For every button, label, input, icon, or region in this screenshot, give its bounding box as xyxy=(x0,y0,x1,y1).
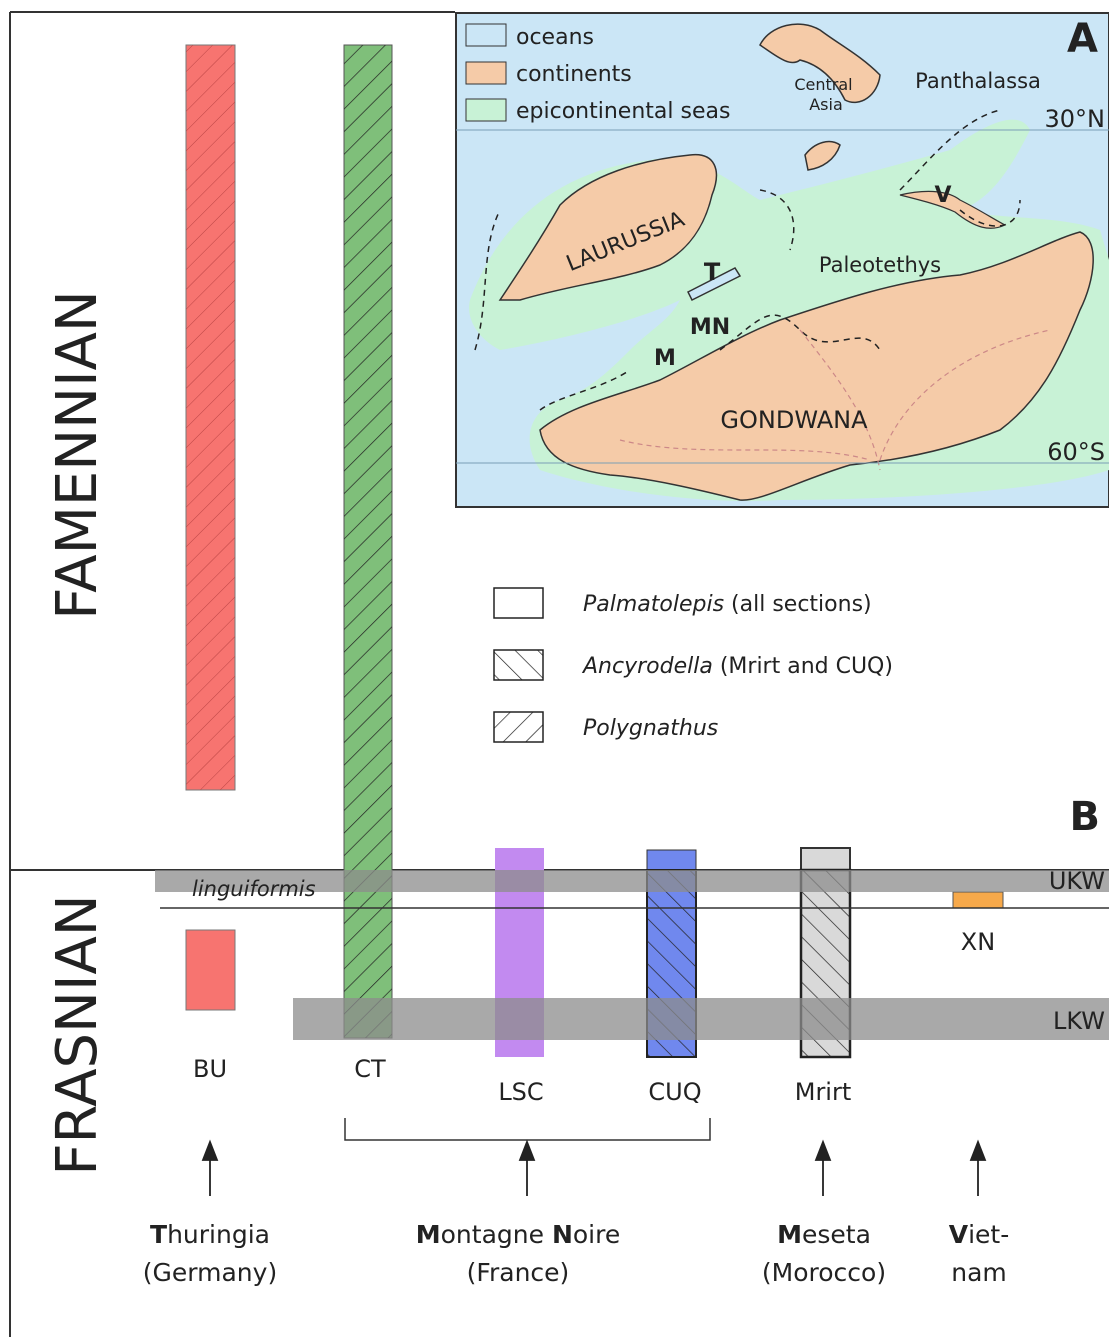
section-label: XN xyxy=(961,928,995,956)
plate-boundary xyxy=(619,329,1051,471)
map-label: V xyxy=(934,183,951,208)
range-bar xyxy=(185,929,236,1011)
initial: M xyxy=(416,1220,441,1249)
arrows xyxy=(201,1139,987,1196)
bracket xyxy=(344,1118,711,1141)
event-label: UKW xyxy=(1049,867,1105,895)
name-rest: oire xyxy=(573,1220,620,1249)
map-legend-label: epicontinental seas xyxy=(516,99,730,124)
legend-swatch-ocean xyxy=(465,23,507,47)
name-rest: ontagne xyxy=(441,1220,552,1249)
section-label: Mrirt xyxy=(795,1078,852,1106)
taxon: Palmatolepis xyxy=(583,592,724,617)
map-label-line: Asia xyxy=(809,95,843,114)
event-band xyxy=(293,998,1109,1040)
note: (Mrirt and CUQ) xyxy=(720,654,893,679)
sea-margin xyxy=(474,109,1021,411)
continent xyxy=(539,231,1094,501)
stage-label: FRASNIAN xyxy=(45,894,110,1175)
name-rest: huringia xyxy=(167,1220,270,1249)
map-label: Central Asia xyxy=(794,75,857,114)
initial: T xyxy=(150,1220,167,1249)
map-label: 30°N xyxy=(1045,105,1106,133)
note: (all sections) xyxy=(731,592,872,617)
pattern-label: Ancyrodella (Mrirt and CUQ) xyxy=(581,654,893,679)
map-inset: oceans continents epicontinental seas A … xyxy=(455,12,1109,508)
map-label: M xyxy=(654,346,676,371)
zone-label: linguiformis xyxy=(192,877,316,901)
name-rest: eseta xyxy=(802,1220,871,1249)
map-legend-label: continents xyxy=(516,62,632,87)
map-legend-label: oceans xyxy=(516,25,594,50)
initial: M xyxy=(777,1220,802,1249)
map-label-line: Central xyxy=(794,75,852,94)
continent xyxy=(759,23,881,104)
range-bar xyxy=(952,891,1004,909)
initial: N xyxy=(552,1220,573,1249)
region-sub: nam xyxy=(951,1258,1007,1287)
region-label: Viet- xyxy=(949,1220,1010,1249)
legend-swatch-sea xyxy=(465,98,507,122)
stage-label: FAMENNIAN xyxy=(45,290,110,620)
taxon: Ancyrodella xyxy=(581,654,713,679)
region-label: Thuringia xyxy=(150,1220,270,1249)
arrow-head xyxy=(814,1139,832,1161)
continent xyxy=(498,154,718,301)
name-rest: iet- xyxy=(968,1220,1009,1249)
arrow-head xyxy=(518,1139,536,1161)
arrow-head xyxy=(969,1139,987,1161)
event-band xyxy=(155,870,1109,892)
pattern-label: Palmatolepis (all sections) xyxy=(583,592,872,617)
pattern-swatch xyxy=(493,649,544,681)
terrane xyxy=(686,267,742,302)
section-label: CUQ xyxy=(648,1078,701,1106)
region-label: Meseta xyxy=(777,1220,871,1249)
region-label: Montagne Noire xyxy=(416,1220,621,1249)
map-label: GONDWANA xyxy=(720,406,868,434)
event-label: LKW xyxy=(1053,1007,1105,1035)
pattern-swatch xyxy=(493,711,544,743)
section-label: BU xyxy=(193,1055,227,1083)
legend-swatch-continent xyxy=(465,61,507,85)
map-label: Paleotethys xyxy=(819,253,941,277)
map-label: 60°S xyxy=(1047,438,1105,466)
pattern-label: Polygnathus xyxy=(583,716,718,741)
range-hatch xyxy=(186,45,235,790)
panel-label: A xyxy=(1067,16,1098,62)
map-label: Panthalassa xyxy=(915,69,1041,93)
panel-label: B xyxy=(1070,794,1101,840)
pattern-swatch xyxy=(493,587,544,619)
section-label: CT xyxy=(354,1055,386,1083)
initial: V xyxy=(949,1220,969,1249)
region-sub: (Morocco) xyxy=(762,1258,886,1287)
arrow-head xyxy=(201,1139,219,1161)
map-label: MN xyxy=(690,315,730,340)
continent xyxy=(804,140,841,171)
region-sub: (France) xyxy=(467,1258,570,1287)
region-sub: (Germany) xyxy=(143,1258,277,1287)
section-label: LSC xyxy=(498,1078,543,1106)
map-label: T xyxy=(704,258,721,286)
